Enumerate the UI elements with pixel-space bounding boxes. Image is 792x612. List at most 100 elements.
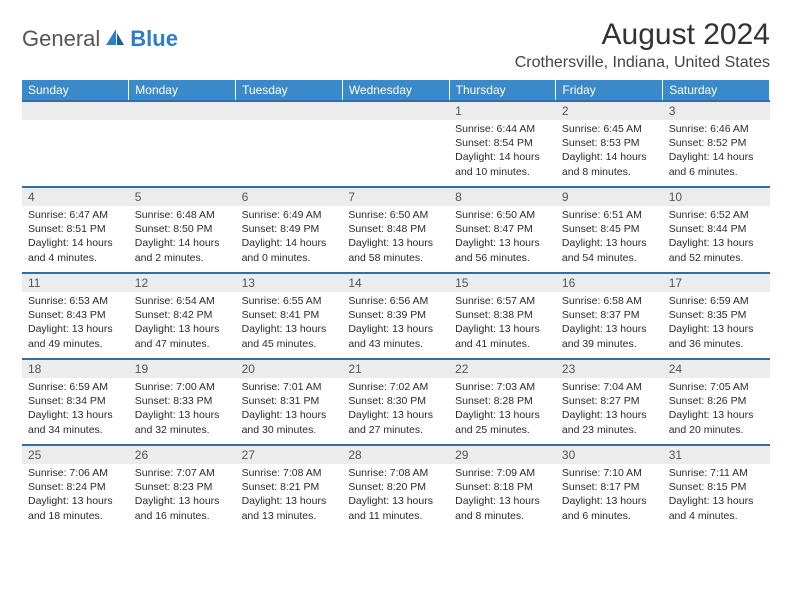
day-number-empty — [236, 102, 343, 120]
sunrise-line: Sunrise: 7:08 AM — [242, 466, 337, 480]
sunrise-line: Sunrise: 6:50 AM — [348, 208, 443, 222]
day-number: 27 — [236, 446, 343, 464]
sunrise-line: Sunrise: 7:10 AM — [562, 466, 657, 480]
day-number: 7 — [342, 188, 449, 206]
daylight-line: Daylight: 14 hours and 0 minutes. — [242, 236, 337, 264]
daylight-line: Daylight: 13 hours and 39 minutes. — [562, 322, 657, 350]
day-number: 17 — [663, 274, 770, 292]
day-details: Sunrise: 6:47 AMSunset: 8:51 PMDaylight:… — [22, 206, 129, 269]
brand-logo: General Blue — [22, 26, 178, 52]
sunset-line: Sunset: 8:45 PM — [562, 222, 657, 236]
sunset-line: Sunset: 8:15 PM — [669, 480, 764, 494]
daylight-line: Daylight: 13 hours and 8 minutes. — [455, 494, 550, 522]
day-details: Sunrise: 6:44 AMSunset: 8:54 PMDaylight:… — [449, 120, 556, 183]
sunset-line: Sunset: 8:23 PM — [135, 480, 230, 494]
day-details: Sunrise: 6:52 AMSunset: 8:44 PMDaylight:… — [663, 206, 770, 269]
day-number: 22 — [449, 360, 556, 378]
daylight-line: Daylight: 13 hours and 25 minutes. — [455, 408, 550, 436]
calendar-cell: 11Sunrise: 6:53 AMSunset: 8:43 PMDayligh… — [22, 273, 129, 359]
daylight-line: Daylight: 13 hours and 20 minutes. — [669, 408, 764, 436]
day-details: Sunrise: 7:10 AMSunset: 8:17 PMDaylight:… — [556, 464, 663, 527]
day-details: Sunrise: 6:51 AMSunset: 8:45 PMDaylight:… — [556, 206, 663, 269]
day-number: 25 — [22, 446, 129, 464]
location-subtitle: Crothersville, Indiana, United States — [515, 54, 770, 72]
calendar-cell: 9Sunrise: 6:51 AMSunset: 8:45 PMDaylight… — [556, 187, 663, 273]
day-number: 15 — [449, 274, 556, 292]
calendar-cell: 13Sunrise: 6:55 AMSunset: 8:41 PMDayligh… — [236, 273, 343, 359]
day-details: Sunrise: 7:06 AMSunset: 8:24 PMDaylight:… — [22, 464, 129, 527]
sunset-line: Sunset: 8:44 PM — [669, 222, 764, 236]
daylight-line: Daylight: 13 hours and 45 minutes. — [242, 322, 337, 350]
day-number: 9 — [556, 188, 663, 206]
sunrise-line: Sunrise: 6:50 AM — [455, 208, 550, 222]
day-details: Sunrise: 6:49 AMSunset: 8:49 PMDaylight:… — [236, 206, 343, 269]
daylight-line: Daylight: 13 hours and 54 minutes. — [562, 236, 657, 264]
sunrise-line: Sunrise: 6:56 AM — [348, 294, 443, 308]
calendar-cell: 3Sunrise: 6:46 AMSunset: 8:52 PMDaylight… — [663, 101, 770, 187]
day-number: 30 — [556, 446, 663, 464]
calendar-cell: 22Sunrise: 7:03 AMSunset: 8:28 PMDayligh… — [449, 359, 556, 445]
sunset-line: Sunset: 8:52 PM — [669, 136, 764, 150]
day-number: 13 — [236, 274, 343, 292]
sunrise-line: Sunrise: 6:53 AM — [28, 294, 123, 308]
daylight-line: Daylight: 13 hours and 11 minutes. — [348, 494, 443, 522]
day-details: Sunrise: 6:56 AMSunset: 8:39 PMDaylight:… — [342, 292, 449, 355]
sunset-line: Sunset: 8:33 PM — [135, 394, 230, 408]
sunrise-line: Sunrise: 6:54 AM — [135, 294, 230, 308]
daylight-line: Daylight: 13 hours and 52 minutes. — [669, 236, 764, 264]
day-number: 19 — [129, 360, 236, 378]
day-details: Sunrise: 7:08 AMSunset: 8:21 PMDaylight:… — [236, 464, 343, 527]
sunset-line: Sunset: 8:37 PM — [562, 308, 657, 322]
day-number: 6 — [236, 188, 343, 206]
day-header: Friday — [556, 80, 663, 101]
sunrise-line: Sunrise: 7:08 AM — [348, 466, 443, 480]
day-number: 4 — [22, 188, 129, 206]
sunrise-line: Sunrise: 7:06 AM — [28, 466, 123, 480]
day-number: 23 — [556, 360, 663, 378]
day-number: 11 — [22, 274, 129, 292]
sunrise-line: Sunrise: 7:01 AM — [242, 380, 337, 394]
sunrise-line: Sunrise: 6:48 AM — [135, 208, 230, 222]
daylight-line: Daylight: 13 hours and 16 minutes. — [135, 494, 230, 522]
day-details: Sunrise: 6:55 AMSunset: 8:41 PMDaylight:… — [236, 292, 343, 355]
calendar-cell: 29Sunrise: 7:09 AMSunset: 8:18 PMDayligh… — [449, 445, 556, 531]
calendar-cell: 23Sunrise: 7:04 AMSunset: 8:27 PMDayligh… — [556, 359, 663, 445]
sunrise-line: Sunrise: 6:59 AM — [669, 294, 764, 308]
day-number: 29 — [449, 446, 556, 464]
day-details: Sunrise: 7:05 AMSunset: 8:26 PMDaylight:… — [663, 378, 770, 441]
day-details: Sunrise: 6:45 AMSunset: 8:53 PMDaylight:… — [556, 120, 663, 183]
sunrise-line: Sunrise: 7:02 AM — [348, 380, 443, 394]
daylight-line: Daylight: 13 hours and 27 minutes. — [348, 408, 443, 436]
calendar-cell: 16Sunrise: 6:58 AMSunset: 8:37 PMDayligh… — [556, 273, 663, 359]
calendar-cell: 31Sunrise: 7:11 AMSunset: 8:15 PMDayligh… — [663, 445, 770, 531]
sunset-line: Sunset: 8:34 PM — [28, 394, 123, 408]
sunset-line: Sunset: 8:49 PM — [242, 222, 337, 236]
daylight-line: Daylight: 13 hours and 58 minutes. — [348, 236, 443, 264]
daylight-line: Daylight: 13 hours and 36 minutes. — [669, 322, 764, 350]
calendar-cell: 28Sunrise: 7:08 AMSunset: 8:20 PMDayligh… — [342, 445, 449, 531]
day-details: Sunrise: 7:09 AMSunset: 8:18 PMDaylight:… — [449, 464, 556, 527]
day-number: 3 — [663, 102, 770, 120]
day-number: 1 — [449, 102, 556, 120]
daylight-line: Daylight: 13 hours and 41 minutes. — [455, 322, 550, 350]
calendar-week: 25Sunrise: 7:06 AMSunset: 8:24 PMDayligh… — [22, 445, 770, 531]
daylight-line: Daylight: 14 hours and 10 minutes. — [455, 150, 550, 178]
calendar-cell: 17Sunrise: 6:59 AMSunset: 8:35 PMDayligh… — [663, 273, 770, 359]
daylight-line: Daylight: 13 hours and 6 minutes. — [562, 494, 657, 522]
sunrise-line: Sunrise: 6:47 AM — [28, 208, 123, 222]
calendar-cell: 24Sunrise: 7:05 AMSunset: 8:26 PMDayligh… — [663, 359, 770, 445]
calendar-cell: 14Sunrise: 6:56 AMSunset: 8:39 PMDayligh… — [342, 273, 449, 359]
day-number-empty — [22, 102, 129, 120]
sunset-line: Sunset: 8:41 PM — [242, 308, 337, 322]
day-details: Sunrise: 6:53 AMSunset: 8:43 PMDaylight:… — [22, 292, 129, 355]
calendar-cell: 30Sunrise: 7:10 AMSunset: 8:17 PMDayligh… — [556, 445, 663, 531]
sunset-line: Sunset: 8:42 PM — [135, 308, 230, 322]
sail-icon — [104, 27, 126, 52]
sunset-line: Sunset: 8:28 PM — [455, 394, 550, 408]
calendar-cell: 7Sunrise: 6:50 AMSunset: 8:48 PMDaylight… — [342, 187, 449, 273]
day-number: 5 — [129, 188, 236, 206]
title-block: August 2024 Crothersville, Indiana, Unit… — [515, 18, 770, 72]
day-number: 2 — [556, 102, 663, 120]
sunset-line: Sunset: 8:53 PM — [562, 136, 657, 150]
calendar-cell: 15Sunrise: 6:57 AMSunset: 8:38 PMDayligh… — [449, 273, 556, 359]
